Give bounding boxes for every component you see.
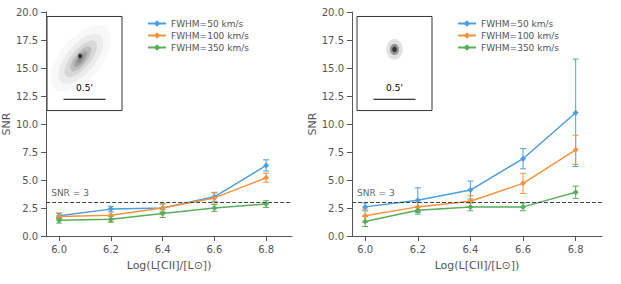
svg-text:0.5': 0.5' [386,83,403,93]
svg-text:Log(L[CII]/[L⊙]): Log(L[CII]/[L⊙]) [127,259,212,272]
svg-text:FWHM=350 km/s: FWHM=350 km/s [171,43,249,53]
svg-text:6.0: 6.0 [357,244,373,255]
svg-text:7.5: 7.5 [22,147,38,158]
svg-text:15.0: 15.0 [16,63,38,74]
svg-text:2.5: 2.5 [22,203,38,214]
svg-text:SNR: SNR [306,112,319,135]
svg-text:6.4: 6.4 [462,244,478,255]
svg-text:FWHM=100 km/s: FWHM=100 km/s [481,31,559,41]
svg-text:FWHM=100 km/s: FWHM=100 km/s [171,31,249,41]
svg-text:6.0: 6.0 [51,244,67,255]
svg-text:5.0: 5.0 [22,175,38,186]
svg-text:7.5: 7.5 [328,147,344,158]
svg-text:6.6: 6.6 [206,244,222,255]
svg-text:17.5: 17.5 [16,35,38,46]
svg-text:6.2: 6.2 [103,244,119,255]
svg-text:SNR = 3: SNR = 3 [51,188,89,198]
svg-text:10.0: 10.0 [16,119,38,130]
svg-text:SNR: SNR [0,112,13,135]
svg-text:12.5: 12.5 [16,91,38,102]
svg-text:12.5: 12.5 [322,91,344,102]
svg-text:6.8: 6.8 [258,244,274,255]
svg-text:0.0: 0.0 [22,231,38,242]
svg-text:SNR = 3: SNR = 3 [357,188,395,198]
svg-text:6.4: 6.4 [155,244,171,255]
svg-text:0.5': 0.5' [76,83,93,93]
svg-text:Log(L[CII]/[L⊙]): Log(L[CII]/[L⊙]) [435,259,520,272]
svg-text:6.8: 6.8 [568,244,584,255]
svg-text:17.5: 17.5 [322,35,344,46]
svg-text:20.0: 20.0 [16,7,38,18]
svg-text:20.0: 20.0 [322,7,344,18]
svg-text:5.0: 5.0 [328,175,344,186]
svg-text:15.0: 15.0 [322,63,344,74]
svg-text:FWHM=50 km/s: FWHM=50 km/s [481,19,553,29]
svg-text:6.6: 6.6 [515,244,531,255]
svg-text:FWHM=50 km/s: FWHM=50 km/s [171,19,243,29]
svg-text:2.5: 2.5 [328,203,344,214]
svg-text:FWHM=350 km/s: FWHM=350 km/s [481,43,559,53]
svg-text:6.2: 6.2 [410,244,426,255]
svg-text:0.0: 0.0 [328,231,344,242]
svg-text:10.0: 10.0 [322,119,344,130]
